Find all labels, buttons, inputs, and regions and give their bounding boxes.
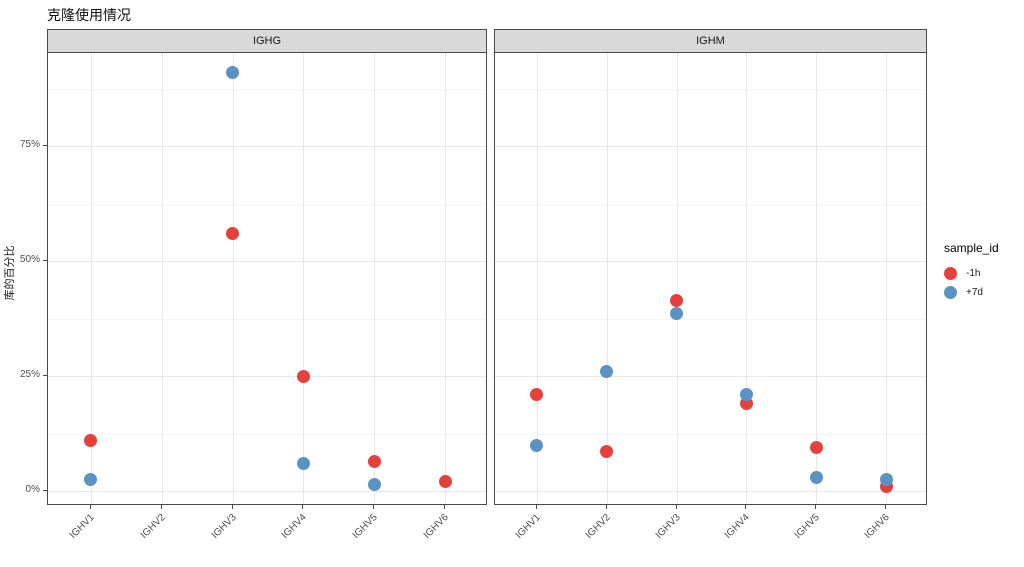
gridline-h-minor <box>495 318 926 320</box>
x-tick <box>885 505 887 509</box>
x-tick-label: IGHV5 <box>793 512 823 542</box>
x-tick-label: IGHV3 <box>209 512 239 542</box>
legend: sample_id -1h +7d <box>944 241 999 302</box>
gridline-h-minor <box>48 203 486 205</box>
data-point-+7d-IGHV3 <box>670 307 684 321</box>
y-axis-title: 库的百分比 <box>4 245 16 301</box>
gridline-v-major <box>746 53 748 504</box>
y-tick <box>43 145 47 146</box>
gridline-v-major <box>606 53 608 504</box>
gridline-h-major <box>495 491 926 492</box>
gridline-h-minor <box>48 318 486 320</box>
x-tick <box>745 505 747 509</box>
data-point--1h-IGHV2 <box>600 445 614 459</box>
data-point--1h-IGHV3 <box>670 293 684 307</box>
x-tick <box>605 505 607 509</box>
x-tick-label: IGHV1 <box>513 512 543 542</box>
x-tick-label: IGHV1 <box>67 512 97 542</box>
legend-title: sample_id <box>944 241 999 255</box>
x-tick <box>444 505 446 509</box>
data-point-+7d-IGHV2 <box>600 364 614 378</box>
gridline-h-minor <box>495 203 926 205</box>
facet-strip-ighg: IGHG <box>47 29 487 53</box>
legend-entry-label: -1h <box>966 268 981 279</box>
x-tick-label: IGHV3 <box>653 512 683 542</box>
gridline-h-minor <box>48 88 486 90</box>
data-point-+7d-IGHV5 <box>367 477 381 491</box>
panel-ighg <box>47 52 487 505</box>
y-tick-label: 25% <box>19 369 40 380</box>
x-tick <box>231 505 233 509</box>
gridline-v-major <box>90 53 92 504</box>
x-tick-label: IGHV2 <box>583 512 613 542</box>
x-tick-label: IGHV2 <box>138 512 168 542</box>
data-point-+7d-IGHV4 <box>739 387 753 401</box>
data-point--1h-IGHV6 <box>438 475 452 489</box>
x-tick <box>675 505 677 509</box>
x-tick <box>535 505 537 509</box>
data-point-+7d-IGHV6 <box>879 473 893 486</box>
data-point-+7d-IGHV4 <box>296 456 310 470</box>
data-point--1h-IGHV5 <box>809 440 823 454</box>
y-tick-label: 50% <box>19 254 40 265</box>
legend-entries: -1h +7d <box>944 264 999 302</box>
panel-ighm <box>494 52 927 505</box>
gridline-h-major <box>495 146 926 147</box>
x-tick <box>373 505 375 509</box>
legend-color-dot <box>944 286 957 299</box>
chart-title: 克隆使用情况 <box>47 7 131 23</box>
x-tick-label: IGHV6 <box>862 512 892 542</box>
data-point--1h-IGHV3 <box>226 226 240 240</box>
legend-color-dot <box>944 267 957 280</box>
gridline-h-major <box>48 491 486 492</box>
gridline-v-major <box>816 53 818 504</box>
legend-entry: -1h <box>944 264 999 283</box>
data-point-+7d-IGHV5 <box>809 470 823 484</box>
gridline-h-major <box>495 261 926 262</box>
data-point--1h-IGHV1 <box>84 433 98 447</box>
y-tick-label: 75% <box>19 139 40 150</box>
data-point--1h-IGHV4 <box>296 369 310 383</box>
gridline-h-major <box>495 376 926 377</box>
gridline-h-minor <box>495 88 926 90</box>
y-tick <box>43 260 47 261</box>
data-point-+7d-IGHV1 <box>530 438 544 452</box>
gridline-v-major <box>232 53 234 504</box>
y-tick <box>43 490 47 491</box>
gridline-v-major <box>676 53 678 504</box>
gridline-h-major <box>48 376 486 377</box>
data-point--1h-IGHV5 <box>367 454 381 468</box>
gridline-v-major <box>445 53 447 504</box>
legend-entry: +7d <box>944 283 999 302</box>
gridline-h-minor <box>48 433 486 435</box>
x-tick-label: IGHV4 <box>723 512 753 542</box>
gridline-v-major <box>303 53 305 504</box>
data-point-+7d-IGHV1 <box>84 473 98 486</box>
facet-strip-ighm: IGHM <box>494 29 927 53</box>
gridline-v-major <box>536 53 538 504</box>
gridline-h-minor <box>495 433 926 435</box>
gridline-v-major <box>161 53 163 504</box>
x-tick <box>89 505 91 509</box>
data-point--1h-IGHV1 <box>530 387 544 401</box>
gridline-h-major <box>48 146 486 147</box>
x-tick <box>815 505 817 509</box>
gridline-h-major <box>48 261 486 262</box>
x-tick-label: IGHV4 <box>280 512 310 542</box>
legend-entry-label: +7d <box>966 287 983 298</box>
x-tick <box>302 505 304 509</box>
x-tick-label: IGHV6 <box>422 512 452 542</box>
y-tick <box>43 375 47 376</box>
x-tick-label: IGHV5 <box>351 512 381 542</box>
y-tick-label: 0% <box>25 484 40 495</box>
data-point-+7d-IGHV3 <box>226 65 240 79</box>
gridline-v-major <box>886 53 888 504</box>
gridline-v-major <box>374 53 376 504</box>
x-tick <box>160 505 162 509</box>
